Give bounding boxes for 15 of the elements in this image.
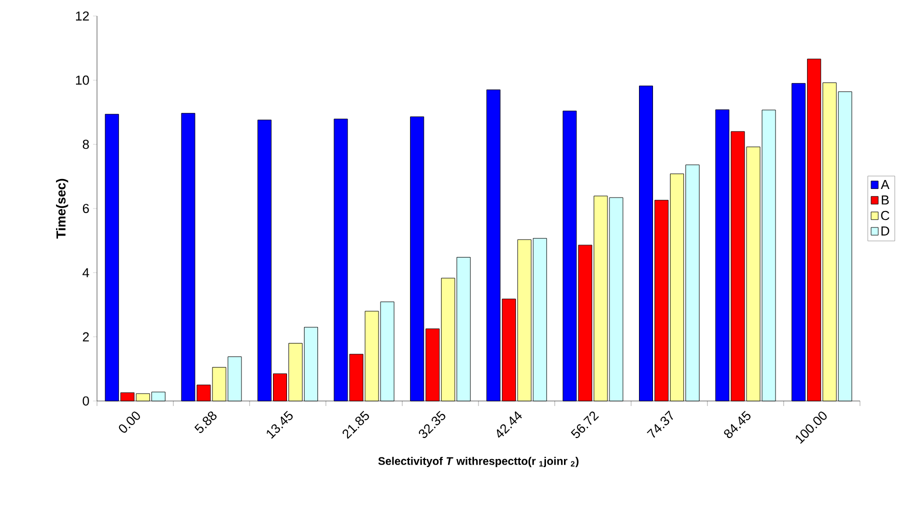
y-tick-label: 2 [82, 332, 89, 342]
legend-label: A [880, 180, 890, 189]
y-tick-label: 12 [76, 11, 89, 21]
y-tick-label: 4 [82, 268, 90, 278]
legend-label: D [882, 226, 890, 236]
y-tick-label: 6 [82, 204, 89, 214]
legend-label: B [882, 195, 889, 204]
y-tick-label: 10 [76, 76, 89, 85]
legend-label: C [881, 210, 890, 220]
x-tick-label: 0.00 [118, 412, 140, 433]
y-tick-label: 8 [82, 140, 89, 149]
x-axis-title: Selectivityof T withrespectto(r $_{1}$joinr $_{2}$) [378, 456, 578, 468]
y-axis-title: Time(sec) [56, 178, 68, 239]
x-tick-label: 5.88 [194, 412, 217, 433]
y-tick-label: 0 [82, 396, 89, 406]
